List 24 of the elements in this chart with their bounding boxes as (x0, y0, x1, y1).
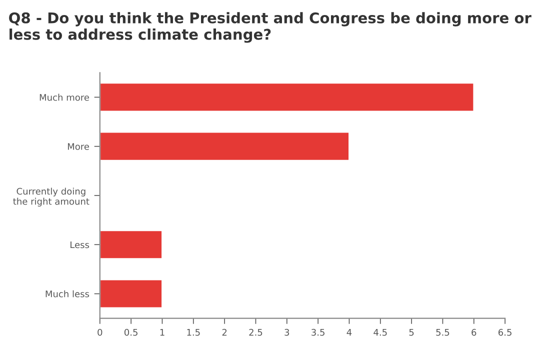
x-tick-label: 0 (98, 328, 102, 336)
x-tick-label: 3 (284, 328, 290, 336)
y-tick-label: Currently doing the right amount (13, 188, 90, 207)
x-tick-label: 2.5 (249, 328, 262, 336)
x-tick-label: 1.5 (187, 329, 200, 336)
y-tick-label: Less (70, 241, 90, 248)
x-tick-label: 6.5 (498, 328, 512, 336)
x-tick-label: 6 (472, 328, 476, 336)
x-tick-label: 3.5 (312, 328, 324, 336)
x-tick-label: 5 (409, 329, 414, 336)
y-tick-label: More (68, 143, 89, 150)
x-tick-label: 2 (222, 328, 227, 336)
bar (100, 278, 163, 309)
x-tick-label: 4 (346, 329, 352, 336)
y-tick-label: Much less (46, 290, 90, 298)
bar (100, 131, 350, 162)
x-tick-label: 5.5 (436, 329, 450, 336)
bar (100, 230, 163, 260)
x-tick-label: 1 (160, 329, 164, 336)
chart-title: Q8 - Do you think the President and Congress be doing more or less to address climate change? (9, 12, 532, 43)
y-tick-label: Much more (40, 94, 90, 101)
bar (100, 82, 475, 112)
x-tick-label: 4.5 (374, 329, 387, 336)
x-tick-label: 0.5 (124, 328, 138, 336)
